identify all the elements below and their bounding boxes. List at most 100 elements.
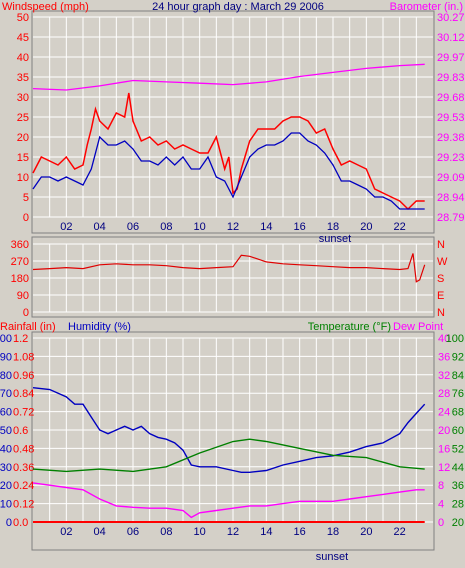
dewpoint-tick: 4	[438, 499, 444, 511]
temperature-tick: 44	[452, 462, 464, 474]
barometer-tick: 29.38	[437, 132, 465, 144]
rainfall-tick: 0.72	[13, 407, 34, 419]
humidity-tick: 20	[0, 480, 12, 492]
barometer-line	[32, 63, 425, 91]
humidity-tick: 100	[0, 333, 12, 345]
temperature-line	[32, 438, 425, 473]
climate-x-tick: 18	[327, 526, 339, 538]
direction-degree-tick: 180	[11, 273, 29, 285]
barometer-tick: 29.97	[437, 52, 465, 64]
wind-x-tick: 18	[327, 221, 339, 233]
barometer-tick: 30.12	[437, 32, 465, 44]
temperature-tick: 36	[452, 480, 464, 492]
wind-x-tick: 06	[127, 221, 139, 233]
windspeed-tick: 40	[17, 52, 29, 64]
barometer-tick: 28.94	[437, 192, 465, 204]
direction-degree-tick: 0	[23, 307, 29, 319]
wind-x-tick: 10	[194, 221, 206, 233]
windspeed-tick: 50	[17, 12, 29, 24]
humidity-tick: 40	[0, 443, 12, 455]
wind-x-tick: 12	[227, 221, 239, 233]
humidity-tick: 80	[0, 370, 12, 382]
direction-compass-tick: S	[437, 273, 444, 285]
climate-x-tick: 14	[260, 526, 272, 538]
climate-x-tick: 06	[127, 526, 139, 538]
windspeed-tick: 30	[17, 92, 29, 104]
wind-panel-frame	[31, 10, 435, 234]
dewpoint-tick: 8	[438, 480, 444, 492]
humidity-tick: 30	[0, 462, 12, 474]
dewpoint-tick: 20	[438, 425, 450, 437]
climate-x-tick: 04	[94, 526, 106, 538]
climate-x-tick: 12	[227, 526, 239, 538]
barometer-tick: 28.79	[437, 212, 465, 224]
temperature-tick: 28	[452, 499, 464, 511]
climate-x-tick: 22	[394, 526, 406, 538]
temperature-tick: 76	[452, 388, 464, 400]
dewpoint-tick: 0	[438, 517, 444, 529]
rainfall-tick: 0.48	[13, 443, 34, 455]
windspeed-tick: 20	[17, 132, 29, 144]
rainfall-tick: 0.24	[13, 480, 34, 492]
barometer-tick: 29.23	[437, 152, 465, 164]
climate-x-tick: 02	[60, 526, 72, 538]
wind-x-tick: 16	[294, 221, 306, 233]
windspeed-tick: 35	[17, 72, 29, 84]
dewpoint-tick: 24	[438, 407, 450, 419]
wind-x-tick: 04	[94, 221, 106, 233]
wind-average-line	[32, 132, 425, 210]
windspeed-tick: 0	[23, 212, 29, 224]
windspeed-line	[32, 92, 425, 211]
climate-x-tick: 10	[194, 526, 206, 538]
humidity-tick: 90	[0, 351, 12, 363]
rainfall-tick: 1.2	[13, 333, 28, 345]
climate-x-tick: 08	[160, 526, 172, 538]
dewpoint-tick: 40	[438, 333, 450, 345]
wind-x-tick: 02	[60, 221, 72, 233]
windspeed-tick: 15	[17, 152, 29, 164]
dewpoint-line	[32, 482, 425, 519]
wind-sunset-label: sunset	[319, 233, 351, 245]
rainfall-tick: 1.08	[13, 351, 34, 363]
temperature-tick: 52	[452, 443, 464, 455]
dewpoint-tick: 28	[438, 388, 450, 400]
direction-compass-tick: E	[437, 290, 444, 302]
barometer-axis-title: Barometer (in.)	[390, 1, 463, 13]
humidity-tick: 50	[0, 425, 12, 437]
barometer-tick: 30.27	[437, 12, 465, 24]
rainfall-tick: 0.84	[13, 388, 34, 400]
wind-x-tick: 22	[394, 221, 406, 233]
temperature-tick: 92	[452, 351, 464, 363]
wind-x-tick: 14	[260, 221, 272, 233]
direction-degree-tick: 270	[11, 256, 29, 268]
climate-x-tick: 20	[360, 526, 372, 538]
climate-sunset-label: sunset	[316, 551, 348, 563]
windspeed-tick: 10	[17, 172, 29, 184]
wind-x-tick: 08	[160, 221, 172, 233]
barometer-tick: 29.53	[437, 112, 465, 124]
humidity-tick: 60	[0, 407, 12, 419]
humidity-line	[32, 387, 426, 473]
dewpoint-tick: 36	[438, 351, 450, 363]
windspeed-axis-title: Windspeed (mph)	[2, 1, 89, 13]
chart-marks: 5045403530252015105030.2730.1229.9729.83…	[0, 12, 465, 538]
temperature-axis-title: Temperature (°F)	[308, 321, 391, 333]
windspeed-tick: 5	[23, 192, 29, 204]
rainfall-axis-title: Rainfall (in)	[0, 321, 56, 333]
direction-panel-frame	[31, 236, 435, 318]
humidity-tick: 10	[0, 499, 12, 511]
wind-direction-line	[32, 253, 426, 283]
climate-x-tick: 16	[294, 526, 306, 538]
temperature-tick: 100	[446, 333, 464, 345]
rainfall-tick: 0.36	[13, 462, 34, 474]
dewpoint-axis-title: Dew Point	[393, 321, 443, 333]
humidity-tick: 70	[0, 388, 12, 400]
direction-degree-tick: 360	[11, 239, 29, 251]
direction-compass-tick: W	[437, 256, 448, 268]
climate-panel-frame	[31, 331, 435, 551]
humidity-tick: 0	[6, 517, 12, 529]
rainfall-tick: 0.0	[13, 517, 28, 529]
dewpoint-tick: 16	[438, 443, 450, 455]
